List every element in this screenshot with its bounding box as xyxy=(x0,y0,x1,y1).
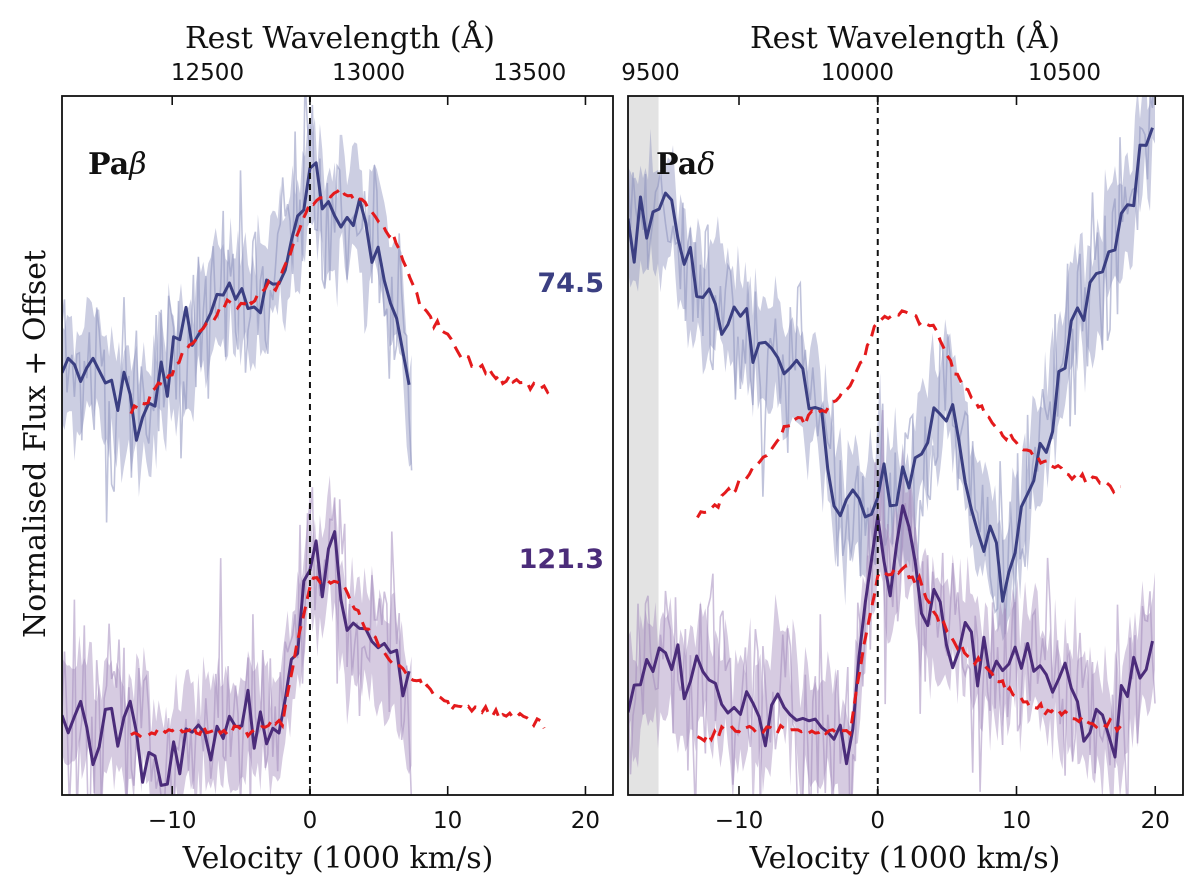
panel-label-greek: δ xyxy=(697,147,715,182)
model-spectrum-74-5 xyxy=(129,186,552,415)
top-tick-label: 12500 xyxy=(171,60,244,86)
x-axis-title: Velocity (1000 km/s) xyxy=(182,841,494,876)
top-tick-label: 10000 xyxy=(821,60,894,86)
top-tick-label: 13000 xyxy=(332,60,405,86)
model-spectrum-121-3 xyxy=(130,576,546,739)
x-tick-label: 20 xyxy=(1141,808,1170,834)
x-tick-label: 10 xyxy=(1002,808,1031,834)
panel-label: Paβ xyxy=(88,147,147,182)
raw-flux-121-3 xyxy=(62,487,413,795)
noise-fill-layer xyxy=(62,96,413,795)
x-tick-label: −10 xyxy=(148,808,197,834)
panel-label-prefix: Pa xyxy=(656,147,697,182)
panel-label-prefix: Pa xyxy=(88,147,129,182)
panel-pa-beta: −10 0 10 20 12500 13000 13500 Velocity (1000 k… xyxy=(61,20,614,876)
x-tick-label: 20 xyxy=(571,808,600,834)
spectra-layer xyxy=(628,127,1154,766)
top-axis-title: Rest Wavelength (Å) xyxy=(750,20,1060,56)
axes-layer: −10 0 10 20 9500 10000 10500 xyxy=(621,60,1184,834)
top-tick-label: 13500 xyxy=(493,60,566,86)
panel-pa-delta: −10 0 10 20 9500 10000 10500 Velocity (1000 km… xyxy=(621,20,1184,876)
top-tick-label: 10500 xyxy=(1028,60,1101,86)
panel-label-greek: β xyxy=(128,147,146,182)
spectra-layer xyxy=(62,161,552,787)
x-tick-label: 10 xyxy=(433,808,462,834)
model-spectrum-121-3 xyxy=(696,563,1122,744)
top-axis-title: Rest Wavelength (Å) xyxy=(185,20,495,56)
panel-label: Paδ xyxy=(656,147,715,182)
observed-spectrum-74-5 xyxy=(628,127,1154,603)
top-tick-label: 9500 xyxy=(621,60,680,86)
x-tick-label: −10 xyxy=(715,808,764,834)
series-label-121-3: 121.3 xyxy=(519,544,604,575)
x-tick-label: 0 xyxy=(870,808,885,834)
axes-frame xyxy=(61,95,614,796)
axes-layer: −10 0 10 20 12500 13000 13500 xyxy=(61,60,614,834)
x-tick-label: 0 xyxy=(303,808,318,834)
axes-frame xyxy=(627,95,1184,796)
observed-spectrum-121-3 xyxy=(628,504,1154,766)
series-label-74-5: 74.5 xyxy=(537,268,604,299)
x-axis-title: Velocity (1000 km/s) xyxy=(749,841,1061,876)
y-axis-title: Normalised Flux + Offset xyxy=(18,250,53,638)
error-envelope-121-3 xyxy=(628,448,1155,795)
observed-spectrum-74-5 xyxy=(62,161,411,442)
error-envelope-121-3 xyxy=(62,475,412,795)
